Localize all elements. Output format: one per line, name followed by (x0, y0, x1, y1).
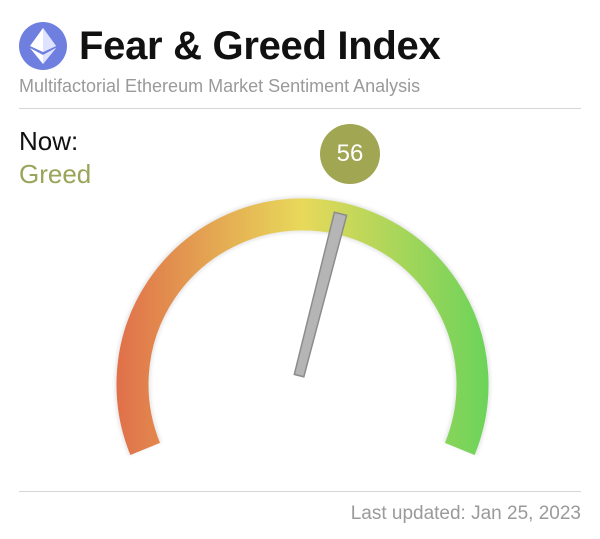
sentiment-label: Greed (19, 159, 92, 189)
last-updated: Last updated: Jan 25, 2023 (350, 503, 581, 524)
index-value-badge: 56 (320, 124, 380, 184)
page-title: Fear & Greed Index (79, 23, 441, 68)
gauge-arc (116, 198, 489, 455)
header: Fear & Greed Index (19, 22, 441, 70)
page-subtitle: Multifactorial Ethereum Market Sentiment… (19, 76, 421, 96)
ethereum-icon (19, 22, 67, 70)
header-divider (19, 108, 581, 109)
now-label: Now: (19, 126, 79, 156)
gauge-needle (293, 211, 348, 378)
footer-divider (19, 491, 581, 492)
